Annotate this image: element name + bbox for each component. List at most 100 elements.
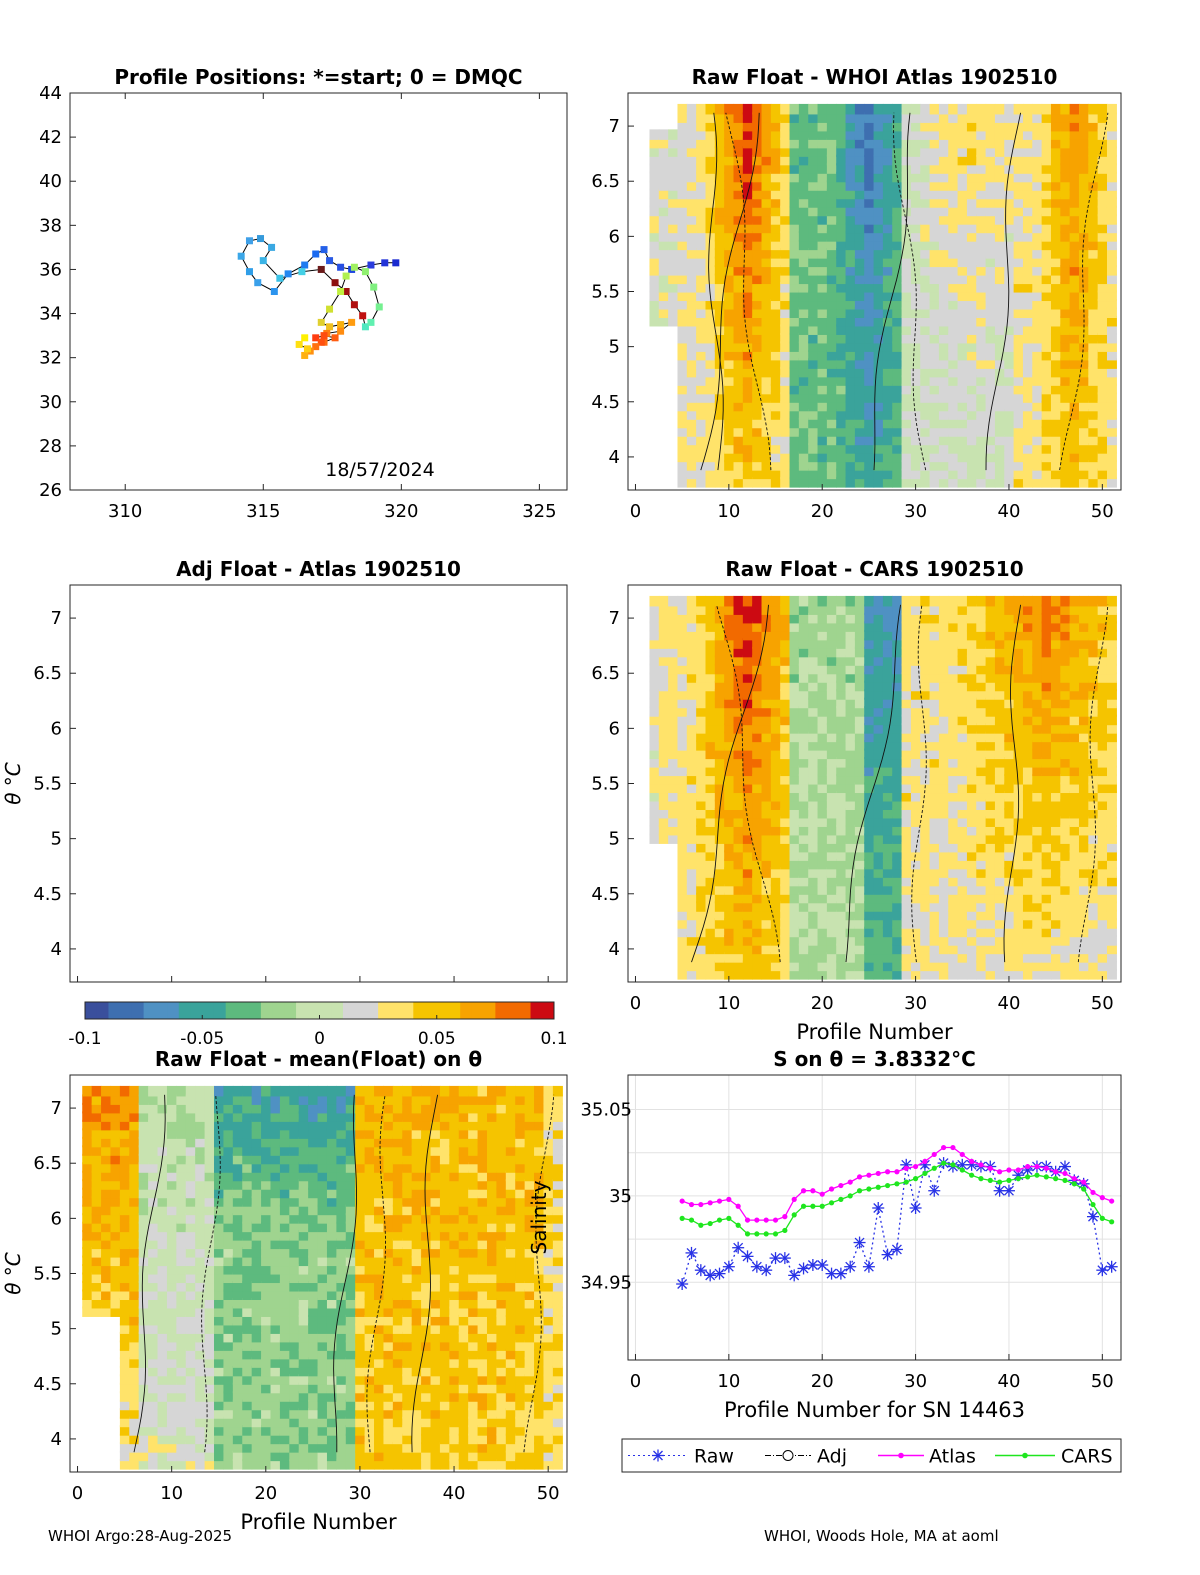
cars-cell (1097, 706, 1108, 717)
cars-cell (752, 765, 763, 777)
mean-cell (91, 1272, 102, 1284)
mean-cell (101, 1145, 112, 1156)
atlas-cell (948, 332, 959, 344)
atlas-cell (994, 358, 1005, 369)
cars-cell (658, 740, 669, 751)
cars-cell (658, 731, 669, 743)
atlas-cell (910, 477, 921, 488)
mean-cell (129, 1340, 140, 1351)
cars-cell (808, 706, 819, 717)
atlas-cell (864, 180, 875, 191)
atlas-cell (910, 120, 921, 132)
cars-cell (686, 714, 697, 726)
cars-cell (1032, 884, 1043, 895)
atlas-cell (714, 400, 725, 412)
cars-cell (696, 841, 707, 853)
atlas-cell (808, 451, 819, 463)
cars-cell (826, 672, 837, 683)
atlas-cell (929, 349, 940, 361)
atlas-cell (1078, 205, 1089, 217)
atlas-cell (1060, 163, 1071, 174)
mean-cell (110, 1111, 121, 1122)
mean-cell (119, 1179, 130, 1190)
mean-cell (91, 1145, 102, 1156)
cars-cell (808, 807, 819, 819)
atlas-cell (686, 451, 697, 463)
atlas-cell (1013, 171, 1024, 183)
cars-cell (882, 774, 893, 785)
atlas-cell (770, 197, 781, 208)
cars-cell (789, 875, 800, 887)
atlas-cell (864, 375, 875, 386)
atlas-cell (826, 171, 837, 183)
atlas-cell (836, 273, 847, 285)
atlas-cell (742, 341, 753, 352)
atlas-cell (798, 197, 809, 208)
cars-cell (724, 714, 735, 726)
cars-cell (976, 926, 987, 938)
atlas-cell (714, 468, 725, 480)
cars-cell (770, 790, 781, 802)
atlas-cell (780, 239, 791, 251)
cars-cell (976, 646, 987, 658)
atlas-cell (1041, 222, 1052, 234)
atlas-cell (1041, 154, 1052, 166)
cars-cell (724, 672, 735, 683)
cars-cell (882, 595, 893, 607)
atlas-cell (948, 180, 959, 191)
cars-cell (994, 663, 1005, 675)
cars-cell (864, 646, 875, 658)
atlas-cell (1097, 265, 1108, 276)
atlas-cell (836, 434, 847, 446)
atlas-cell (770, 417, 781, 429)
cars-cell (1069, 901, 1080, 912)
atlas-cell (826, 451, 837, 463)
atlas-cell (845, 256, 856, 268)
cars-cell (836, 926, 847, 938)
cars-cell (1004, 943, 1015, 955)
cars-cell (966, 850, 977, 861)
atlas-cell (780, 129, 791, 140)
atlas-cell (658, 146, 669, 157)
mean-cell (157, 1289, 168, 1300)
atlas-cell (864, 273, 875, 285)
atlas-cell (724, 154, 735, 166)
cars-cell (836, 731, 847, 743)
cars-cell (920, 714, 931, 726)
atlas-cell (817, 400, 828, 412)
atlas-cell (649, 222, 660, 234)
cars-cell (1022, 740, 1033, 751)
atlas-xtick-label: 30 (904, 501, 927, 522)
atlas-cell (817, 392, 828, 403)
mean-cell (91, 1238, 102, 1250)
mean-cell (101, 1119, 112, 1131)
atlas-cell (1004, 239, 1015, 251)
atlas-cell (929, 214, 940, 225)
atlas-cell (1078, 443, 1089, 454)
atlas-cell (873, 341, 884, 352)
atlas-cell (1088, 400, 1099, 412)
cars-cell (929, 799, 940, 810)
cars-cell (864, 841, 875, 853)
atlas-cell (752, 409, 763, 420)
cars-cell (1004, 926, 1015, 938)
atlas-cell (826, 290, 837, 302)
cars-cell (789, 706, 800, 717)
cars-cell (929, 935, 940, 946)
cars-cell (649, 774, 660, 785)
cars-cell (696, 960, 707, 972)
atlas-cell (864, 460, 875, 471)
cars-cell (976, 909, 987, 921)
atlas-cell (938, 460, 949, 471)
mean-cell (91, 1289, 102, 1300)
cars-cell (696, 663, 707, 675)
cars-cell (1004, 638, 1015, 649)
cars-cell (1050, 909, 1061, 921)
atlas-cell (957, 137, 968, 149)
atlas-cell (1022, 392, 1033, 403)
cars-cell (798, 638, 809, 649)
atlas-cell (929, 417, 940, 429)
cars-cell (724, 943, 735, 955)
cars-cell (770, 901, 781, 912)
mean-cell (157, 1162, 168, 1173)
